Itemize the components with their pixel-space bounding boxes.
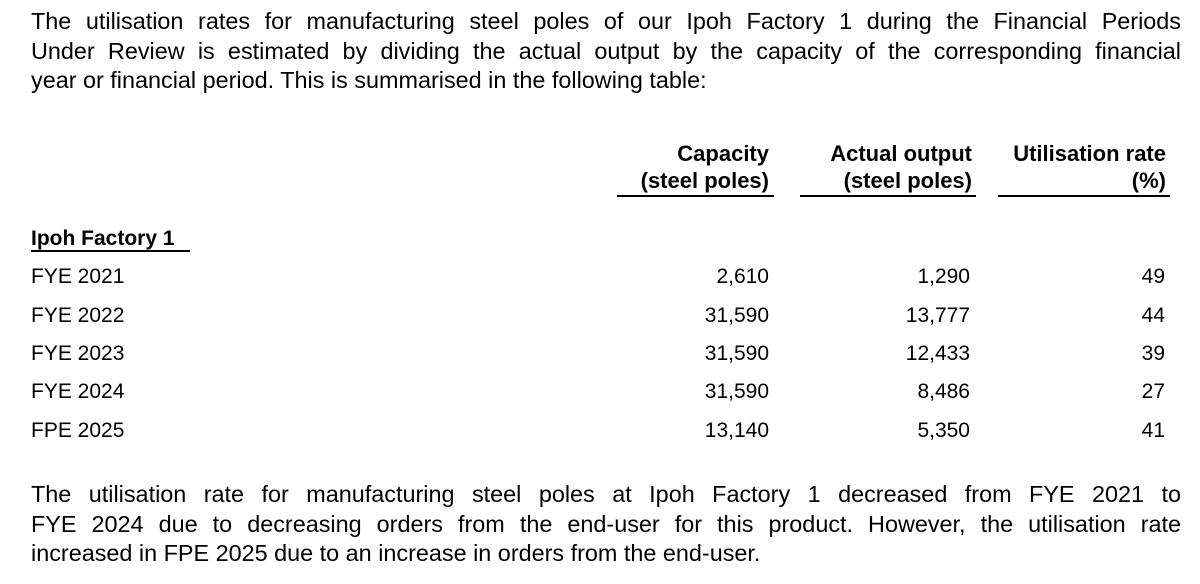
- table-row: FYE 2024 31,590 8,486 27: [0, 377, 1200, 407]
- row-period: FPE 2025: [31, 419, 125, 442]
- row-actual-output: 5,350: [917, 419, 970, 442]
- header-utilisation-rate-unit: (%): [1131, 168, 1166, 193]
- row-actual-output: 13,777: [905, 304, 970, 327]
- row-utilisation-rate: 41: [1141, 419, 1165, 442]
- row-utilisation-rate: 49: [1141, 265, 1165, 288]
- row-capacity: 31,590: [704, 380, 769, 403]
- header-capacity-underline: [617, 195, 774, 197]
- row-period: FYE 2024: [31, 380, 125, 403]
- row-capacity: 13,140: [704, 419, 769, 442]
- table-row: FYE 2021 2,610 1,290 49: [0, 262, 1200, 292]
- header-utilisation-rate-underline: [998, 195, 1170, 197]
- row-capacity: 31,590: [704, 342, 769, 365]
- closing-line: increased in FPE 2025 due to an increase…: [31, 540, 761, 566]
- section-label-underline: [31, 250, 190, 252]
- row-period: FYE 2021: [31, 265, 125, 288]
- closing-line: FYE 2024 due to decreasing orders from t…: [31, 510, 1181, 537]
- closing-paragraph: The utilisation rate for manufacturing s…: [31, 480, 1181, 569]
- row-utilisation-rate: 39: [1141, 342, 1165, 365]
- row-actual-output: 12,433: [905, 342, 970, 365]
- header-capacity-unit: (steel poles): [640, 168, 769, 193]
- row-utilisation-rate: 27: [1141, 380, 1165, 403]
- row-utilisation-rate: 44: [1141, 304, 1165, 327]
- intro-paragraph: The utilisation rates for manufacturing …: [31, 7, 1181, 96]
- header-actual-output-line: Actual output: [830, 141, 972, 166]
- table-row: FPE 2025 13,140 5,350 41: [0, 416, 1200, 446]
- header-capacity-line: Capacity: [677, 141, 769, 166]
- header-actual-output-unit: (steel poles): [843, 168, 972, 193]
- row-capacity: 2,610: [716, 265, 769, 288]
- row-actual-output: 1,290: [917, 265, 970, 288]
- header-utilisation-rate-line: Utilisation rate: [1013, 141, 1166, 166]
- header-actual-output: Actual output (steel poles): [830, 140, 972, 194]
- section-label: Ipoh Factory 1: [31, 227, 175, 250]
- closing-line: The utilisation rate for manufacturing s…: [31, 481, 1181, 507]
- row-capacity: 31,590: [704, 304, 769, 327]
- table-row: FYE 2023 31,590 12,433 39: [0, 339, 1200, 369]
- header-actual-output-underline: [800, 195, 976, 197]
- intro-line: The utilisation rates for manufacturing …: [31, 8, 1181, 34]
- intro-line: Under Review is estimated by dividing th…: [31, 37, 1181, 64]
- row-period: FYE 2023: [31, 342, 125, 365]
- intro-line: year or financial period. This is summar…: [31, 67, 707, 93]
- header-utilisation-rate: Utilisation rate (%): [1013, 140, 1166, 194]
- row-period: FYE 2022: [31, 304, 125, 327]
- row-actual-output: 8,486: [917, 380, 970, 403]
- table-row: FYE 2022 31,590 13,777 44: [0, 301, 1200, 331]
- header-capacity: Capacity (steel poles): [641, 140, 769, 194]
